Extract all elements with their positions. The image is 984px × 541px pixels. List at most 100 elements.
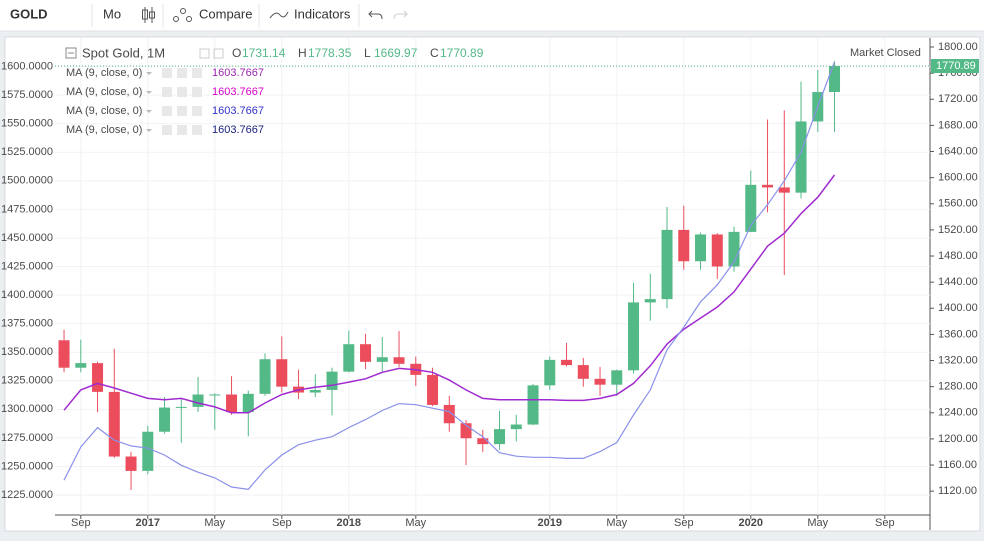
ohlc-key: L <box>364 46 371 60</box>
y-tick-label: 1450.0000 <box>1 232 53 244</box>
interval[interactable]: Mo <box>103 6 121 21</box>
indicator-button[interactable] <box>177 87 187 97</box>
candle-body <box>544 359 556 386</box>
candle-body <box>728 231 740 267</box>
toolbar: GOLD Mo Compare Indicators <box>0 0 984 32</box>
candle-body <box>192 394 204 407</box>
redo[interactable] <box>393 10 408 20</box>
candle-body <box>75 363 87 368</box>
y-tick-label: 1275.0000 <box>1 432 53 444</box>
x-tick-label: Sep <box>875 517 895 529</box>
candle-body <box>393 357 405 364</box>
ohlc-value: 1778.35 <box>308 46 352 60</box>
legend: Spot Gold, 1M Market Closed <box>65 45 921 60</box>
y-tick-label: 1500.0000 <box>1 175 53 187</box>
x-tick-label: 2017 <box>136 517 160 529</box>
y2-tick-label: 1440.00 <box>938 276 978 288</box>
candle-body <box>242 393 254 413</box>
y-tick-label: 1250.0000 <box>1 460 53 472</box>
indicator-button[interactable] <box>162 125 172 135</box>
y2-tick-label: 1480.00 <box>938 250 978 262</box>
status: Market Closed <box>850 47 921 59</box>
indicator-name: MA (9, close, 0) <box>66 124 142 136</box>
indicator-button[interactable] <box>162 106 172 116</box>
indicator-button[interactable] <box>177 106 187 116</box>
y-tick-label: 1525.0000 <box>1 146 53 158</box>
y2-tick-label: 1720.00 <box>938 93 978 105</box>
indicator-name: MA (9, close, 0) <box>66 86 142 98</box>
y-tick-label: 1575.0000 <box>1 89 53 101</box>
x-tick-label: Sep <box>674 517 694 529</box>
y-tick-label: 1550.0000 <box>1 118 53 130</box>
candle-body <box>309 389 321 393</box>
candle-body <box>108 391 120 457</box>
y2-tick-label: 1120.00 <box>938 485 977 497</box>
y2-tick-label: 1160.00 <box>938 459 977 471</box>
candle-body <box>326 371 338 390</box>
candle-body <box>661 229 673 300</box>
candle-body <box>142 431 154 471</box>
x-tick-label: May <box>606 517 627 529</box>
indicator-button[interactable] <box>192 125 202 135</box>
indicator-button[interactable] <box>177 125 187 135</box>
y-tick-label: 1300.0000 <box>1 403 53 415</box>
candle-body <box>628 302 640 371</box>
y2-tick-label: 1200.00 <box>938 433 978 445</box>
ma-line <box>63 174 836 414</box>
undo[interactable] <box>368 10 383 20</box>
candle-body <box>611 370 623 385</box>
legend-title: Spot Gold, 1M <box>82 45 165 60</box>
plot <box>55 38 930 515</box>
indicator-value: 1603.7667 <box>212 105 264 117</box>
x-tick-label: May <box>807 517 828 529</box>
indicator-button[interactable] <box>192 87 202 97</box>
candle-body <box>427 374 439 405</box>
y-tick-label: 1350.0000 <box>1 346 53 358</box>
indicator-button[interactable] <box>162 87 172 97</box>
indicator-caret <box>146 110 152 113</box>
y2-tick-label: 1560.00 <box>938 198 978 210</box>
legend-icon <box>199 48 210 59</box>
x-tick-label: 2018 <box>337 517 361 529</box>
x-tick-label: May <box>405 517 426 529</box>
compare-icon[interactable] <box>173 8 192 22</box>
y-tick-label: 1425.0000 <box>1 260 53 272</box>
candle-body <box>527 385 539 425</box>
x-tick-label: 2020 <box>739 517 763 529</box>
compare-button[interactable]: Compare <box>199 6 252 21</box>
candle-body <box>276 359 288 387</box>
candle-body <box>477 438 489 445</box>
candle-body <box>58 340 70 368</box>
collapse-box[interactable] <box>65 47 77 59</box>
symbol[interactable]: GOLD <box>10 6 48 21</box>
candle-body <box>494 429 506 445</box>
y2-tick-label: 1320.00 <box>938 354 978 366</box>
candle-body <box>343 344 355 372</box>
candle-icon[interactable] <box>142 7 155 23</box>
ohlc-key: C <box>430 46 439 60</box>
candle-body <box>92 363 104 392</box>
candle-body <box>561 359 573 366</box>
candle-body <box>125 456 137 471</box>
candle-body <box>644 299 656 303</box>
last-price-label: 1770.89 <box>936 60 976 72</box>
indicator-name: MA (9, close, 0) <box>66 105 142 117</box>
indicator-button[interactable] <box>192 106 202 116</box>
indicators-icon[interactable] <box>269 11 289 19</box>
indicator-button[interactable] <box>177 68 187 78</box>
y-tick-label: 1375.0000 <box>1 318 53 330</box>
ohlc-key: O <box>232 46 241 60</box>
y2-tick-label: 1680.00 <box>938 119 978 131</box>
indicator-button[interactable] <box>162 68 172 78</box>
candle-body <box>795 121 807 193</box>
ohlc-value: 1669.97 <box>374 46 418 60</box>
indicators-button[interactable]: Indicators <box>294 6 351 21</box>
candle-body <box>829 66 841 92</box>
y2-tick-label: 1800.00 <box>938 41 978 53</box>
x-tick-label: Sep <box>71 517 91 529</box>
indicator-value: 1603.7667 <box>212 86 264 98</box>
indicator-button[interactable] <box>192 68 202 78</box>
x-tick-label: 2019 <box>538 517 562 529</box>
candle-body <box>175 406 187 408</box>
